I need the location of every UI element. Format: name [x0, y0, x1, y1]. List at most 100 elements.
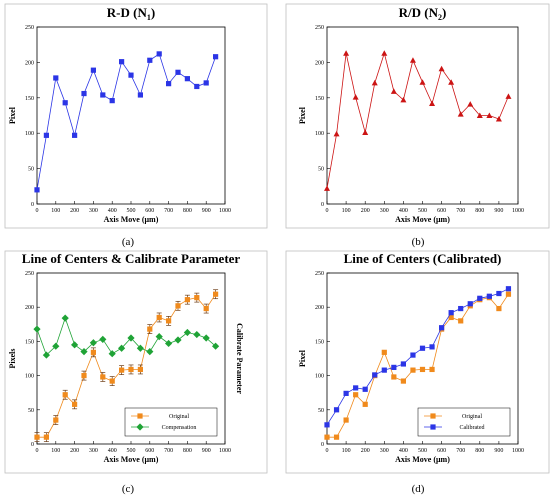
x-tick-label: 900 — [202, 448, 211, 454]
series-line — [326, 288, 509, 426]
data-point — [324, 434, 330, 440]
data-point — [409, 57, 416, 63]
data-point — [119, 59, 125, 65]
x-tick-label: 600 — [437, 208, 446, 214]
x-tick-label: 0 — [36, 448, 39, 454]
data-point — [213, 291, 219, 297]
data-point — [448, 79, 455, 85]
data-point — [457, 111, 464, 117]
legend: Original Calibrated — [417, 407, 511, 437]
data-point — [410, 367, 416, 373]
x-tick-label: 100 — [51, 208, 60, 214]
x-tick-label: 500 — [127, 448, 136, 454]
data-point — [372, 372, 378, 378]
y-tick-label: 100 — [315, 374, 324, 380]
data-point — [410, 352, 416, 358]
x-tick-label: 700 — [164, 448, 173, 454]
data-point — [505, 93, 512, 99]
legend-marker — [137, 413, 143, 419]
data-point — [391, 364, 397, 370]
x-tick-label: 1000 — [219, 448, 231, 454]
data-point — [136, 344, 144, 352]
y-tick-label: 200 — [25, 60, 34, 66]
data-point — [128, 366, 134, 373]
legend-label: Compensation — [162, 425, 197, 431]
y-tick-label: 100 — [25, 374, 34, 380]
legend-marker — [430, 413, 436, 419]
data-point — [353, 385, 359, 391]
data-point — [119, 367, 125, 373]
data-point — [43, 132, 49, 138]
data-point — [362, 401, 368, 407]
legend-label: Original — [462, 414, 482, 420]
data-point — [53, 417, 59, 423]
x-tick-label: 200 — [70, 448, 79, 454]
series-line — [36, 53, 216, 190]
plot-area — [36, 26, 226, 205]
x-tick-label: 900 — [494, 448, 503, 454]
data-point — [61, 314, 69, 322]
data-point — [467, 301, 473, 307]
data-point — [90, 67, 96, 73]
x-tick-label: 400 — [399, 208, 408, 214]
x-tick-label: 900 — [494, 208, 503, 214]
data-point — [33, 325, 41, 333]
legend-box — [124, 407, 218, 437]
data-point — [505, 291, 512, 297]
data-point — [202, 334, 210, 342]
x-tick-label: 0 — [326, 208, 329, 214]
title-subscript: 2 — [438, 13, 442, 22]
chart-panel-b: 0 100 200 300 400 500 600 700 800 900 1000 0 50 100 15… — [285, 3, 550, 248]
data-point — [486, 293, 492, 299]
data-point — [362, 386, 368, 392]
data-point — [381, 50, 388, 56]
chart-panel-c: 0 100 200 300 400 500 600 700 800 900 1000 0 50 100 15… — [4, 250, 268, 495]
panel-frame — [4, 250, 268, 474]
data-point — [109, 378, 115, 384]
data-point — [203, 80, 209, 86]
data-point — [419, 79, 426, 85]
data-point — [324, 422, 330, 428]
legend-box — [417, 407, 511, 437]
y-tick-label: 50 — [318, 167, 324, 173]
data-point — [495, 116, 502, 122]
panel-caption: (d) — [412, 483, 425, 495]
x-tick-label: 400 — [399, 448, 408, 454]
chart-title: Line of Centers (Calibrated) — [344, 251, 502, 266]
data-point — [458, 305, 464, 312]
data-point — [439, 325, 445, 331]
y-tick-label: 0 — [321, 202, 324, 208]
data-point — [429, 344, 435, 350]
data-point — [438, 65, 445, 72]
data-point — [486, 112, 493, 118]
y-tick-label: 0 — [31, 202, 34, 208]
legend: Original Compensation — [124, 407, 218, 437]
data-point — [477, 295, 483, 301]
data-point — [419, 345, 426, 351]
title-end: ) — [151, 5, 155, 20]
data-point — [400, 96, 407, 103]
data-point — [118, 344, 126, 352]
data-point — [99, 335, 107, 343]
y-axis-label: Pixel — [298, 106, 307, 124]
x-tick-label: 400 — [108, 208, 117, 214]
x-tick-label: 700 — [456, 448, 465, 454]
y-tick-label: 200 — [315, 305, 324, 311]
x-axis-label: Axis Move (μm) — [104, 455, 159, 464]
x-tick-label: 900 — [202, 208, 211, 214]
x-tick-label: 500 — [127, 208, 136, 214]
y-tick-label: 50 — [28, 167, 34, 173]
data-point — [391, 374, 397, 380]
data-point — [81, 90, 87, 97]
data-point — [89, 339, 97, 347]
data-point — [343, 417, 349, 423]
x-tick-label: 300 — [380, 448, 389, 454]
data-point — [100, 374, 106, 380]
data-point — [353, 392, 359, 398]
y-tick-label: 200 — [25, 305, 34, 311]
x-tick-label: 500 — [418, 208, 427, 214]
data-point — [72, 401, 78, 407]
x-tick-label: 600 — [145, 208, 154, 214]
data-point — [184, 297, 190, 303]
